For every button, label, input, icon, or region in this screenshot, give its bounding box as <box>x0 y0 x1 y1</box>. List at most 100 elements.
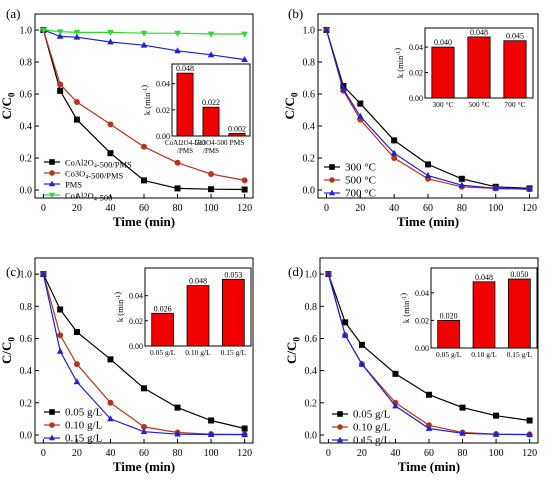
data-point <box>392 370 399 377</box>
inset-category-label: 0.05 g/L <box>150 348 176 357</box>
data-point <box>241 425 248 432</box>
series-line <box>327 273 530 436</box>
x-axis-title: Time (min) <box>113 459 175 474</box>
series-line <box>42 273 245 430</box>
inset-bar-value-label: 0.053 <box>224 270 242 279</box>
x-tick-label: 120 <box>522 448 537 459</box>
data-point <box>207 430 215 437</box>
data-point <box>56 29 64 36</box>
x-tick-label: 20 <box>357 448 367 459</box>
data-point <box>174 47 181 54</box>
inset-bar-chart: 0.00 0.02 0.04 k (min-1) 0.048 CoAl2O4-500/PM… <box>139 63 251 155</box>
data-point <box>56 347 64 354</box>
data-point <box>357 112 364 119</box>
y-tick-label: 0.8 <box>20 58 33 69</box>
y-axis-title: C/C0 <box>0 92 16 119</box>
x-axis-title: Time (min) <box>398 459 460 474</box>
inset-y-axis-title: k (min-1) <box>139 85 152 115</box>
legend-label: 0.10 g/L <box>353 422 391 434</box>
data-point <box>458 181 466 188</box>
data-point <box>426 391 432 398</box>
data-point <box>73 30 81 36</box>
data-point <box>73 361 80 368</box>
inset-bar <box>472 281 496 349</box>
legend-marker <box>48 180 56 187</box>
legend-label: CoAl2O4-500/PMS <box>65 158 132 170</box>
data-point <box>107 38 114 45</box>
y-tick-label: 0.0 <box>303 186 316 197</box>
data-point <box>208 186 215 193</box>
data-point <box>241 177 248 184</box>
legend-marker <box>49 409 55 415</box>
legend-marker <box>329 177 335 183</box>
y-tick-label: 0.0 <box>305 430 318 441</box>
data-point <box>174 159 181 166</box>
x-axis-title: Time (min) <box>397 214 459 229</box>
legend-label: 0.05 g/L <box>353 409 391 421</box>
inset-category-label: 0.05 g/L <box>436 350 462 359</box>
x-tick-label: 20 <box>355 203 365 214</box>
inset-bar-value-label: 0.048 <box>189 277 207 286</box>
x-tick-label: 120 <box>522 203 537 214</box>
x-tick-label: 20 <box>72 203 82 214</box>
inset-bar-chart: 0.00 0.02 0.04 k (min-1) 0.040 300 °C 0.048 500… <box>392 27 534 109</box>
data-point <box>208 417 215 424</box>
data-point <box>56 32 64 39</box>
inset-bar <box>507 278 531 349</box>
legend-marker <box>336 436 344 443</box>
data-point <box>57 332 64 339</box>
series-line <box>42 273 245 436</box>
legend-label: CoAl2O4-500 <box>65 191 112 203</box>
data-point <box>424 172 432 178</box>
data-point <box>140 30 148 37</box>
x-tick-label: 120 <box>237 448 252 459</box>
inset-bar <box>467 36 491 99</box>
legend-label: 0.15 g/L <box>65 433 103 445</box>
inset-bar <box>503 40 527 99</box>
data-point <box>57 81 64 88</box>
data-point <box>341 331 349 338</box>
x-tick-label: 40 <box>389 203 399 214</box>
data-point <box>492 184 499 191</box>
data-point <box>241 31 248 38</box>
data-point <box>208 171 215 177</box>
x-tick-label: 100 <box>488 203 503 214</box>
x-tick-label: 20 <box>72 448 82 459</box>
data-point <box>73 378 81 385</box>
y-tick-label: 0.8 <box>303 58 316 69</box>
legend: 0.05 g/L0.10 g/L0.15 g/L <box>44 407 103 445</box>
data-point <box>73 33 81 40</box>
data-point <box>526 417 533 424</box>
legend-marker <box>329 164 335 170</box>
inset-y-tick-label: 0.02 <box>415 316 429 325</box>
legend-marker <box>49 170 55 176</box>
inset-category-label: 300 °C <box>432 100 453 109</box>
legend-label: 700 °C <box>345 188 376 200</box>
chart-panel-b: (b) 0 20 40 60 80 100 120 0.0 0.2 0.4 0.6 0.8 1.0 Time… <box>282 6 539 229</box>
data-point <box>40 270 47 277</box>
y-tick-label: 0.6 <box>20 90 33 101</box>
x-tick-label: 80 <box>173 448 183 459</box>
inset-category-label: CoAl2O4-500/PMS <box>165 139 206 155</box>
data-point <box>357 100 364 107</box>
data-point <box>241 431 248 438</box>
inset-bar-value-label: 0.026 <box>154 304 172 313</box>
series-line <box>327 273 530 422</box>
y-tick-label: 1.0 <box>303 26 316 37</box>
y-tick-label: 0.4 <box>303 122 316 133</box>
data-point <box>390 149 398 156</box>
data-point <box>392 402 399 409</box>
y-tick-label: 1.0 <box>20 26 33 37</box>
data-point <box>526 431 533 438</box>
y-axis-title: C/C0 <box>0 337 16 364</box>
y-tick-label: 0.2 <box>20 154 33 165</box>
y-tick-label: 0.4 <box>20 122 33 133</box>
data-point <box>107 150 114 157</box>
x-tick-label: 0 <box>324 203 329 214</box>
inset-bar <box>221 278 245 347</box>
legend-marker <box>48 434 56 441</box>
legend-label: PMS <box>65 180 82 190</box>
x-tick-label: 0 <box>326 448 331 459</box>
inset-category-label: Co3O4-500/PMS <box>194 139 228 155</box>
